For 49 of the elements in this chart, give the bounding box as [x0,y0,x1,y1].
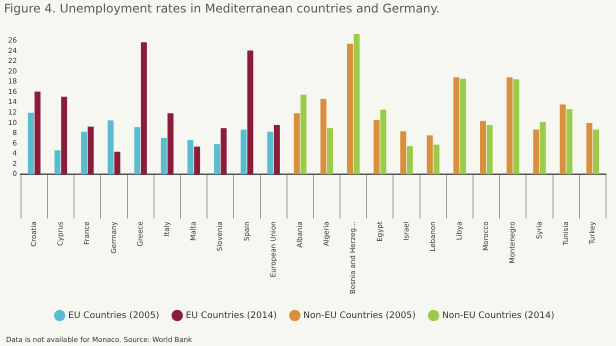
bar [160,138,167,174]
legend-label: Non-EU Countries (2014) [442,310,554,321]
bar [327,128,334,174]
bar [54,150,60,174]
bar [506,77,513,174]
bar [374,120,380,174]
bar [406,146,413,174]
bar [247,50,254,174]
bar [486,125,493,174]
bar [274,125,280,174]
bar [220,128,227,174]
bar [400,131,406,174]
bar [460,78,466,174]
bar [566,109,572,174]
bar [114,152,120,174]
bar [88,126,94,174]
bar [81,132,88,174]
bar [134,127,140,174]
bar [433,144,440,174]
bar [347,44,354,174]
bar [513,79,520,174]
bar [593,130,600,174]
bar [61,96,68,174]
bar [28,112,34,174]
bar [108,120,114,174]
bar [214,144,220,174]
legend-label: Non-EU Countries (2005) [303,310,416,321]
bar [300,94,306,174]
bar [540,122,546,174]
bar [560,104,566,174]
bar [453,77,460,174]
bar [194,146,200,174]
bar [320,98,326,174]
bar [187,140,194,174]
legend-label: EU Countries (2014) [186,310,277,321]
bar [586,122,592,174]
bar [380,110,386,174]
bar [240,130,247,174]
bar [426,135,433,174]
bar [267,132,274,174]
bar [168,113,174,174]
legend-label: EU Countries (2005) [68,310,160,321]
bar [140,42,147,174]
bar [354,34,360,174]
bar [294,113,300,174]
bar [34,92,41,174]
bar [533,130,540,174]
bar [480,120,486,174]
chart-title: Figure 4. Unemployment rates in Mediterranean countries and Germany. [4,1,440,16]
